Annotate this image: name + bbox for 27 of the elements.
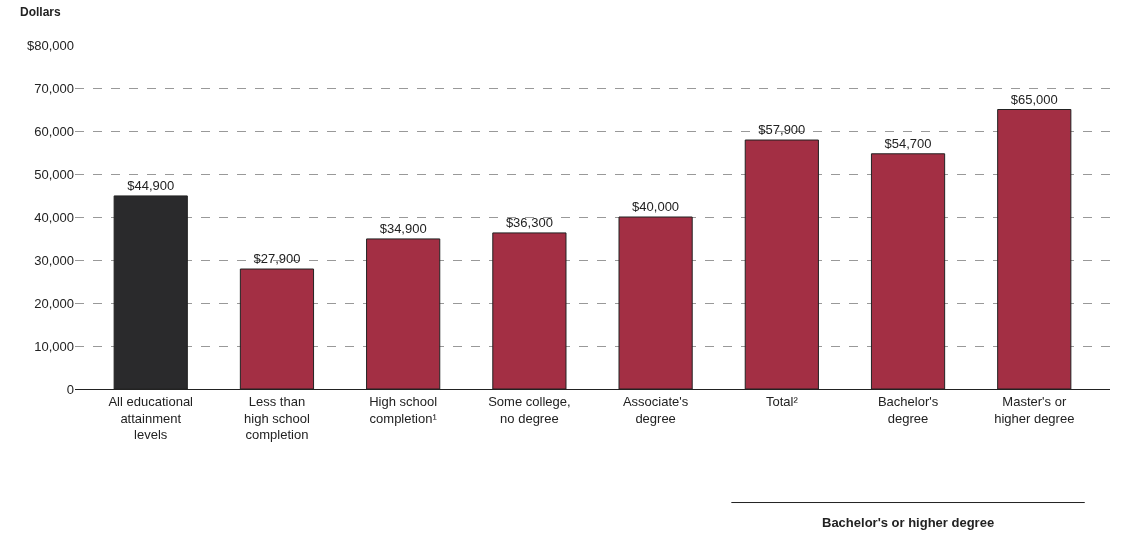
- y-tick-label: 20,000: [34, 295, 74, 311]
- data-label: $57,900: [758, 122, 806, 138]
- y-tick-label: 30,000: [34, 252, 74, 268]
- y-axis-title: Dollars: [20, 5, 62, 19]
- y-tick-label: 50,000: [34, 166, 74, 182]
- text: Bachelor's or higher degree: [822, 515, 995, 530]
- y-tick-label: 40,000: [34, 209, 74, 225]
- x-tick-label: Some college, no degree: [488, 393, 571, 426]
- x-tick-label: High school completion¹: [369, 393, 438, 426]
- y-tick-label: $80,000: [27, 37, 74, 53]
- x-tick-label: All educational attainment levels: [108, 393, 194, 443]
- x-tick-label: Master's or higher degree: [994, 393, 1075, 426]
- y-tick-label: 10,000: [34, 338, 74, 354]
- data-label: $44,900: [127, 177, 175, 193]
- data-label: $65,000: [1010, 91, 1058, 107]
- x-tick-label: Associate's degree: [622, 393, 689, 426]
- x-tick-label: Less than high school completion: [244, 393, 310, 443]
- y-tick-label: 70,000: [34, 80, 74, 96]
- y-tick-label: 0: [66, 381, 74, 397]
- data-label: $36,300: [505, 214, 553, 230]
- data-label: $34,900: [379, 220, 427, 236]
- y-tick-label: 60,000: [34, 123, 74, 139]
- data-label: $54,700: [884, 135, 932, 151]
- x-tick-label: Bachelor's degree: [877, 393, 939, 426]
- x-tick-label: Total²: [765, 393, 799, 409]
- data-label: $27,900: [253, 251, 301, 267]
- data-label: $40,000: [632, 199, 680, 214]
